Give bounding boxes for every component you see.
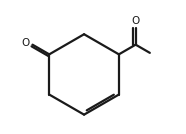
Text: O: O <box>132 16 140 26</box>
Text: O: O <box>22 38 30 48</box>
